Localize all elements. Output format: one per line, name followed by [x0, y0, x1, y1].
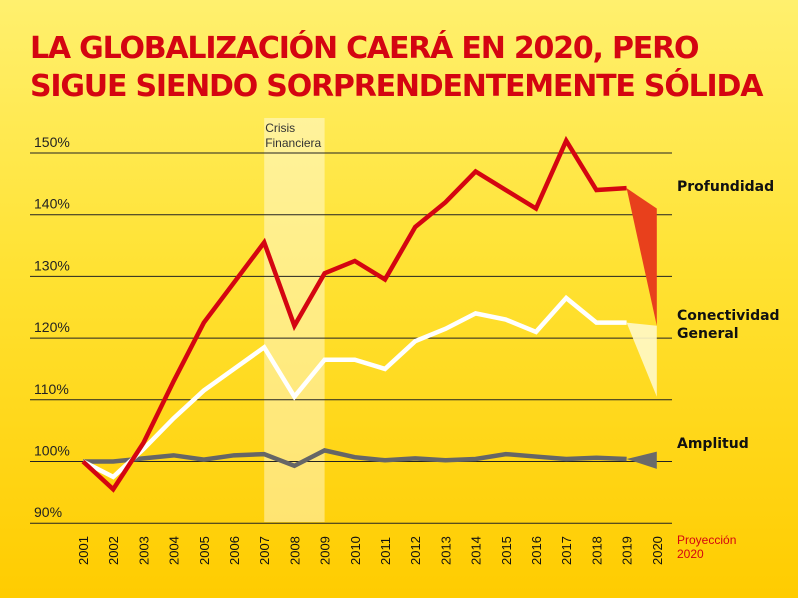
crisis-label: Financiera: [265, 136, 321, 150]
x-tick-label: 2017: [559, 536, 574, 565]
series-label-conectividad-general: Conectividad: [677, 308, 780, 324]
x-tick-label: 2002: [106, 536, 121, 565]
crisis-label: Crisis: [265, 121, 295, 135]
x-tick-label: 2019: [620, 536, 635, 565]
x-tick-label: 2013: [438, 536, 453, 565]
projection-wedge-conectividad-general: [626, 322, 657, 397]
x-tick-label: 2010: [348, 536, 363, 565]
x-tick-label: 2001: [76, 536, 91, 565]
x-tick-label: 2008: [287, 536, 302, 565]
y-tick-label: 150%: [34, 134, 70, 150]
projection-label: 2020: [677, 547, 704, 561]
x-tick-label: 2020: [650, 536, 665, 565]
x-tick-label: 2018: [589, 536, 604, 565]
x-tick-label: 2004: [167, 536, 182, 565]
x-tick-label: 2014: [469, 536, 484, 565]
y-tick-label: 110%: [34, 381, 69, 397]
chart-title: LA GLOBALIZACIÓN CAERÁ EN 2020, PERO SIG…: [30, 31, 763, 104]
x-tick-label: 2003: [136, 536, 151, 565]
projection-wedge-profundidad: [626, 188, 657, 326]
series-line-conectividad-general: [81, 294, 627, 480]
projection-label: Proyección: [677, 533, 736, 547]
x-tick-label: 2005: [197, 536, 212, 565]
x-tick-label: 2016: [529, 536, 544, 565]
x-tick-label: 2007: [257, 536, 272, 565]
series-label-profundidad: Profundidad: [677, 179, 774, 195]
y-tick-label: 120%: [34, 319, 70, 335]
series-line-profundidad: [81, 135, 627, 493]
y-tick-label: 90%: [34, 504, 62, 520]
x-tick-label: 2009: [318, 536, 333, 565]
series-line-amplitud: [83, 448, 627, 469]
series-label-conectividad-general: General: [677, 326, 739, 342]
projection-wedge-amplitud: [626, 451, 657, 469]
y-tick-label: 130%: [34, 257, 70, 273]
y-tick-label: 140%: [34, 196, 70, 212]
x-tick-label: 2011: [378, 537, 393, 565]
x-tick-label: 2006: [227, 536, 242, 565]
series-label-amplitud: Amplitud: [677, 436, 749, 452]
x-tick-label: 2015: [499, 536, 514, 565]
x-tick-label: 2012: [408, 536, 423, 565]
y-tick-label: 100%: [34, 443, 70, 459]
